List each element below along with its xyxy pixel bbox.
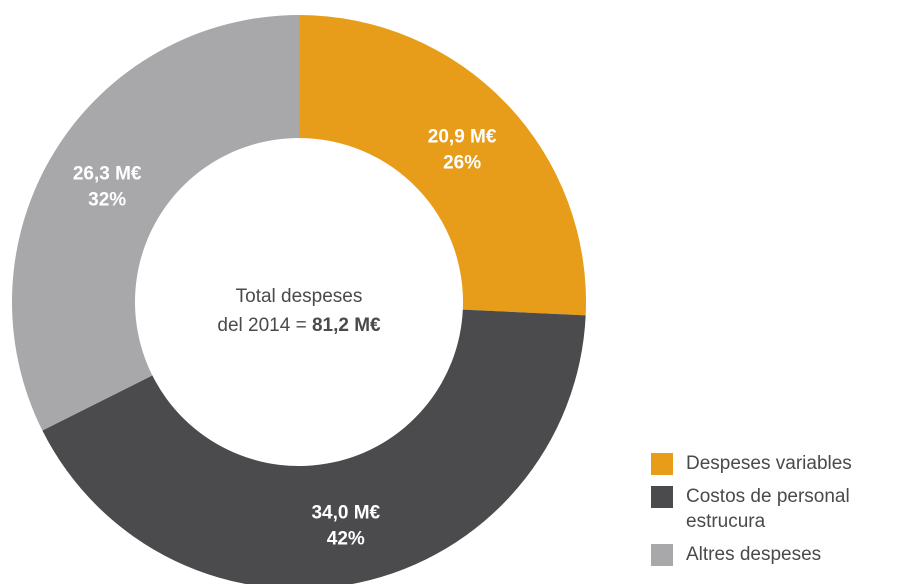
center-total-line2: del 2014 = 81,2 M€ xyxy=(217,315,381,336)
donut-slice-labels: 20,9 M€ 26% 34,0 M€ 42% 26,3 M€ 32% xyxy=(73,126,497,549)
slice-percent-label-1: 42% xyxy=(327,529,365,550)
slice-value-label-2: 26,3 M€ xyxy=(73,164,142,185)
legend-swatch-costos-personal xyxy=(651,486,673,508)
legend-item-despeses-variables: Despeses variables xyxy=(651,451,900,476)
legend: Despeses variables Costos de personal es… xyxy=(651,451,900,575)
slice-value-label-1: 34,0 M€ xyxy=(311,503,380,524)
legend-item-altres-despeses: Altres despeses xyxy=(651,542,900,567)
slice-percent-label-2: 32% xyxy=(88,190,126,211)
donut-slice-0 xyxy=(299,15,586,316)
donut-slices xyxy=(11,15,586,584)
donut-center-label: Total despeses del 2014 = 81,2 M€ xyxy=(217,286,381,336)
legend-item-costos-personal: Costos de personal estrucura xyxy=(651,484,900,534)
legend-label-altres-despeses: Altres despeses xyxy=(686,544,822,565)
slice-value-label-0: 20,9 M€ xyxy=(428,126,497,147)
legend-swatch-altres-despeses xyxy=(651,544,673,566)
center-total-line1: Total despeses xyxy=(236,286,363,307)
donut-slice-2 xyxy=(11,15,300,431)
legend-label-costos-personal: Costos de personal estrucura xyxy=(686,486,850,532)
center-total-prefix: del 2014 = xyxy=(217,315,312,336)
legend-swatch-despeses-variables xyxy=(651,453,673,475)
donut-slice-1 xyxy=(42,309,586,584)
center-total-value: 81,2 M€ xyxy=(312,315,381,336)
slice-percent-label-0: 26% xyxy=(443,152,481,173)
legend-label-despeses-variables: Despeses variables xyxy=(686,453,852,474)
